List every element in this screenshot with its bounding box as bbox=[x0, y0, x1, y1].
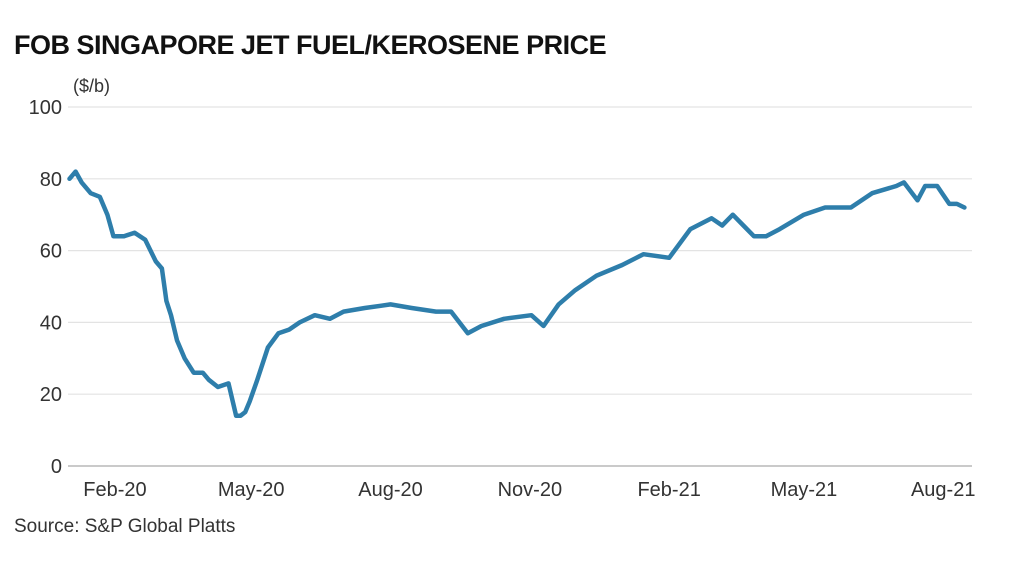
x-tick-label: Feb-21 bbox=[637, 479, 700, 501]
chart-title: FOB SINGAPORE JET FUEL/KEROSENE PRICE bbox=[14, 30, 607, 60]
y-tick-label: 60 bbox=[40, 241, 62, 263]
source-note: Source: S&P Global Platts bbox=[14, 516, 236, 537]
x-tick-label: Feb-20 bbox=[83, 479, 146, 501]
y-tick-label: 100 bbox=[29, 97, 62, 119]
x-tick-label: Aug-20 bbox=[358, 479, 423, 501]
x-tick-label: May-21 bbox=[771, 479, 838, 501]
x-tick-label: Aug-21 bbox=[911, 479, 976, 501]
y-tick-label: 20 bbox=[40, 384, 62, 406]
y-tick-label: 40 bbox=[40, 312, 62, 334]
x-tick-label: May-20 bbox=[218, 479, 285, 501]
y-axis-unit-label: ($/b) bbox=[73, 76, 111, 96]
y-tick-label: 80 bbox=[40, 169, 62, 191]
y-tick-label: 0 bbox=[51, 456, 62, 478]
x-tick-label: Nov-20 bbox=[498, 479, 562, 501]
price-series-line bbox=[67, 169, 967, 418]
